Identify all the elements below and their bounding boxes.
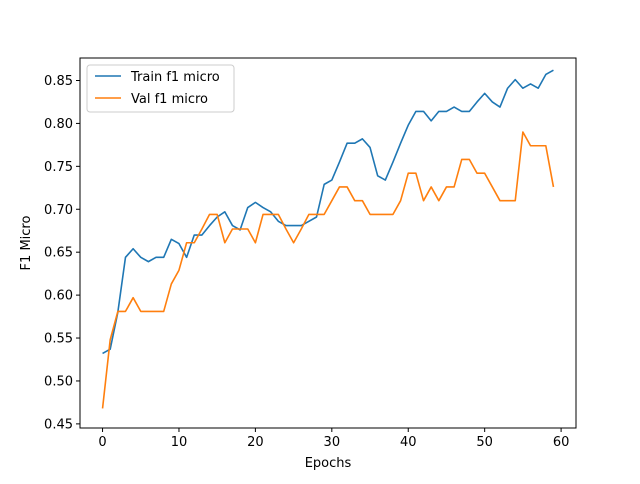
axes-frame: [79, 57, 577, 429]
x-tick-label: 10: [171, 435, 188, 450]
y-axis-label: F1 Micro: [19, 216, 34, 271]
series-line-train: [102, 69, 554, 355]
x-axis-label: Epochs: [305, 456, 352, 471]
x-tick-label: 20: [247, 435, 264, 450]
x-tick-label: 50: [476, 435, 493, 450]
y-tick-label: 0.80: [44, 117, 73, 132]
legend-label-val: Val f1 micro: [131, 92, 208, 107]
y-tick-label: 0.55: [44, 332, 73, 347]
y-axis-ticks: 0.45 0.50 0.55 0.60 0.65 0.70 0.75 0.80 0.85: [44, 74, 80, 432]
legend: Train f1 micro Val f1 micro: [86, 64, 235, 113]
y-tick-label: 0.60: [44, 289, 73, 304]
y-tick-label: 0.70: [44, 203, 73, 218]
y-tick-label: 0.85: [44, 74, 73, 89]
y-tick-label: 0.50: [44, 374, 73, 389]
y-tick-label: 0.75: [44, 160, 73, 175]
x-tick-label: 60: [553, 435, 570, 450]
x-tick-label: 40: [400, 435, 417, 450]
plot-lines: [101, 69, 555, 409]
legend-box: [86, 64, 235, 113]
legend-label-train: Train f1 micro: [130, 70, 220, 85]
x-tick-label: 0: [98, 435, 106, 450]
x-tick-label: 30: [324, 435, 341, 450]
y-tick-label: 0.45: [44, 417, 73, 432]
y-tick-label: 0.65: [44, 246, 73, 261]
x-axis-ticks: 0 10 20 30 40 50 60: [98, 428, 569, 450]
series-line-val: [101, 131, 555, 409]
